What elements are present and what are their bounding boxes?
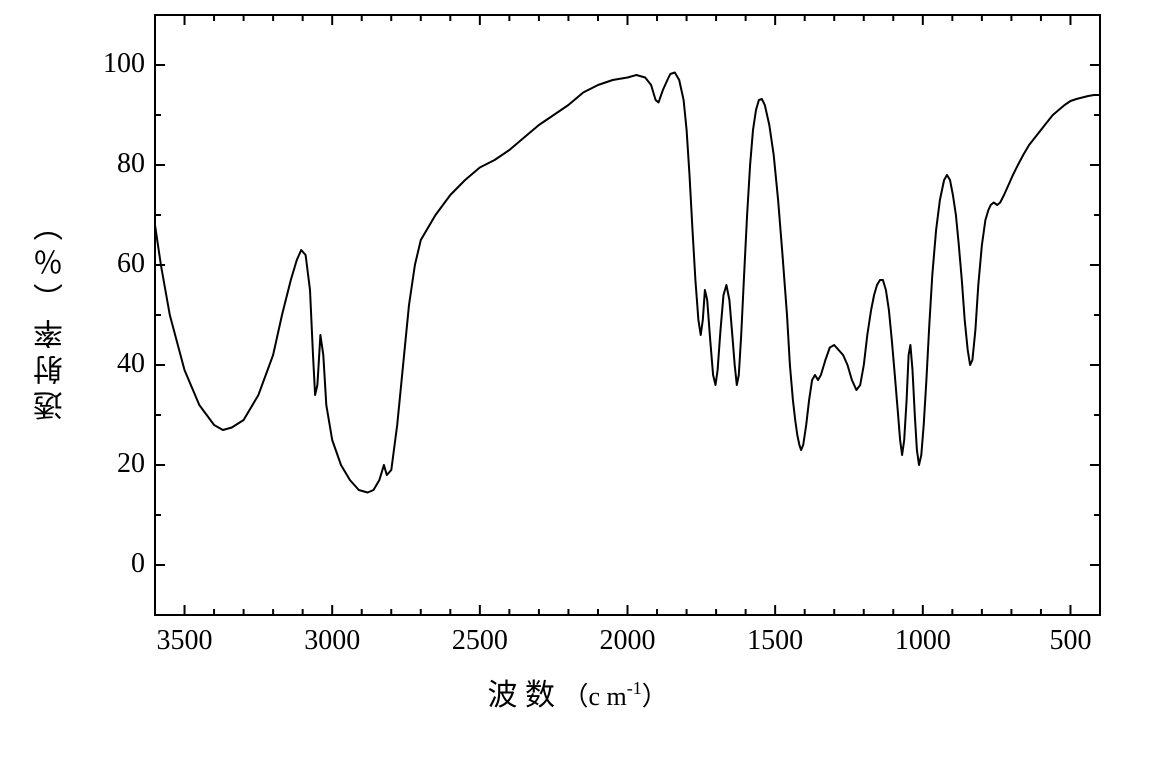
x-tick-label: 2000 [578, 625, 678, 657]
x-tick-label: 1000 [873, 625, 973, 657]
chart-container: 透射率（％） 波 数 （c m-1） 0 20 40 60 80 100 3500 3000… [0, 0, 1157, 767]
x-axis-unit-super: -1 [627, 678, 642, 698]
x-axis-label: 波 数 （c m-1） [488, 670, 668, 714]
y-tick-label: 80 [65, 148, 145, 180]
plot-frame [155, 15, 1100, 615]
y-tick-label: 60 [65, 248, 145, 280]
x-tick-label: 500 [1020, 625, 1120, 657]
y-tick-label: 0 [65, 548, 145, 580]
y-tick-label: 20 [65, 448, 145, 480]
x-axis-unit-close: ） [642, 682, 668, 711]
x-axis-label-text: 波 数 [488, 679, 556, 712]
y-axis-label: 透射率（％） [30, 205, 74, 421]
spectrum-line [155, 73, 1100, 493]
x-tick-label: 2500 [430, 625, 530, 657]
x-tick-label: 1500 [725, 625, 825, 657]
x-tick-label: 3000 [282, 625, 382, 657]
axis-ticks [155, 15, 1100, 615]
x-tick-label: 3500 [135, 625, 235, 657]
y-tick-label: 100 [65, 48, 145, 80]
x-axis-unit-open: （c m [563, 682, 627, 711]
y-tick-label: 40 [65, 348, 145, 380]
